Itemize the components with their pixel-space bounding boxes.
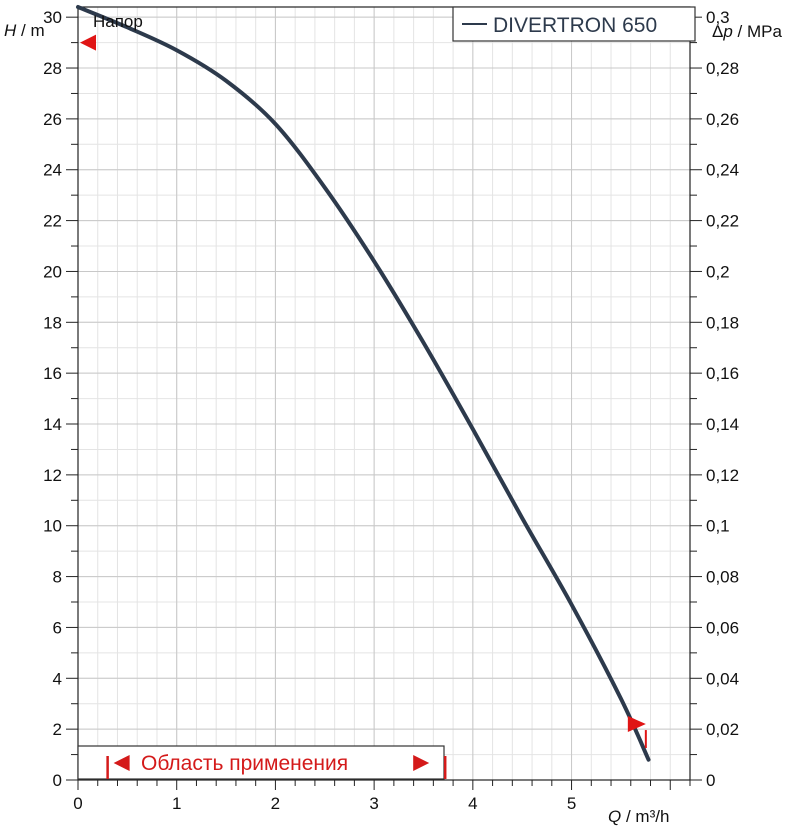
x-tick-label: 5: [567, 794, 576, 813]
x-tick-label: 1: [172, 794, 181, 813]
y-axis-left-title: H / m: [4, 21, 45, 40]
y-left-tick-label: 14: [43, 415, 62, 434]
y-left-tick-label: 22: [43, 212, 62, 231]
y-left-tick-label: 24: [43, 161, 62, 180]
y-left-tick-label: 16: [43, 364, 62, 383]
y-left-tick-label: 30: [43, 8, 62, 27]
minor-grid: [77, 7, 691, 781]
y-left-tick-label: 8: [53, 568, 62, 587]
x-tick-label: 3: [369, 794, 378, 813]
y-left-tick-label: 12: [43, 466, 62, 485]
x-tick-label: 2: [271, 794, 280, 813]
chart-title: Напор: [93, 12, 143, 31]
marker-layer: [80, 34, 647, 749]
y-left-tick-label: 2: [53, 720, 62, 739]
x-tick-label: 4: [468, 794, 477, 813]
y-right-tick-label: 0,16: [706, 364, 739, 383]
y-right-tick-label: 0,02: [706, 720, 739, 739]
plot-frame: [77, 6, 691, 781]
y-left-tick-label: 28: [43, 59, 62, 78]
y-left-tick-label: 26: [43, 110, 62, 129]
y-right-tick-label: 0,1: [706, 517, 730, 536]
y-right-tick-label: 0: [706, 771, 715, 790]
series-layer: [76, 5, 651, 762]
y-right-tick-label: 0,2: [706, 262, 730, 281]
y-right-tick-label: 0,04: [706, 669, 739, 688]
y-right-tick-label: 0,26: [706, 110, 739, 129]
y-right-tick-label: 0,22: [706, 212, 739, 231]
max-head-marker-icon: [80, 34, 96, 51]
y-left-tick-label: 10: [43, 517, 62, 536]
y-right-tick-label: 0,18: [706, 313, 739, 332]
y-right-tick-label: 0,3: [706, 8, 730, 27]
application-range-box: [77, 745, 445, 780]
y-left-tick-label: 18: [43, 313, 62, 332]
right-axis-ticks: 0 0,02 0,04 0,06 0,08 0,1 0,12 0,14 0,16 0,18 0,2 0…: [690, 8, 739, 790]
legend: DIVERTRON 650: [452, 6, 696, 42]
y-right-tick-label: 0,24: [706, 161, 739, 180]
y-left-tick-label: 4: [53, 669, 62, 688]
y-left-tick-label: 20: [43, 262, 62, 281]
application-range: Область применения: [77, 745, 447, 780]
y-axis-left-unit: / m: [16, 21, 44, 40]
y-right-tick-label: 0,06: [706, 618, 739, 637]
y-right-tick-label: 0,14: [706, 415, 739, 434]
x-axis-title: Q / m³/h: [608, 807, 669, 826]
y-left-tick-label: 6: [53, 618, 62, 637]
y-axis-right-title: Δp / MPa: [712, 22, 782, 41]
application-range-label: Область применения: [141, 752, 348, 775]
bottom-axis-ticks: 0 1 2 3 4 5: [73, 780, 691, 813]
y-left-tick-label: 0: [53, 771, 62, 790]
y-right-tick-label: 0,12: [706, 466, 739, 485]
x-tick-label: 0: [73, 794, 82, 813]
application-range-right-arrow-icon: [413, 755, 430, 771]
legend-box: [452, 6, 696, 42]
major-grid: [77, 7, 690, 781]
series-line-divertron-650: [76, 5, 651, 762]
max-flow-marker-icon: [627, 716, 646, 733]
y-right-tick-label: 0,28: [706, 59, 739, 78]
y-right-tick-label: 0,08: [706, 568, 739, 587]
legend-label: DIVERTRON 650: [493, 14, 657, 37]
application-range-left-arrow-icon: [113, 755, 130, 771]
